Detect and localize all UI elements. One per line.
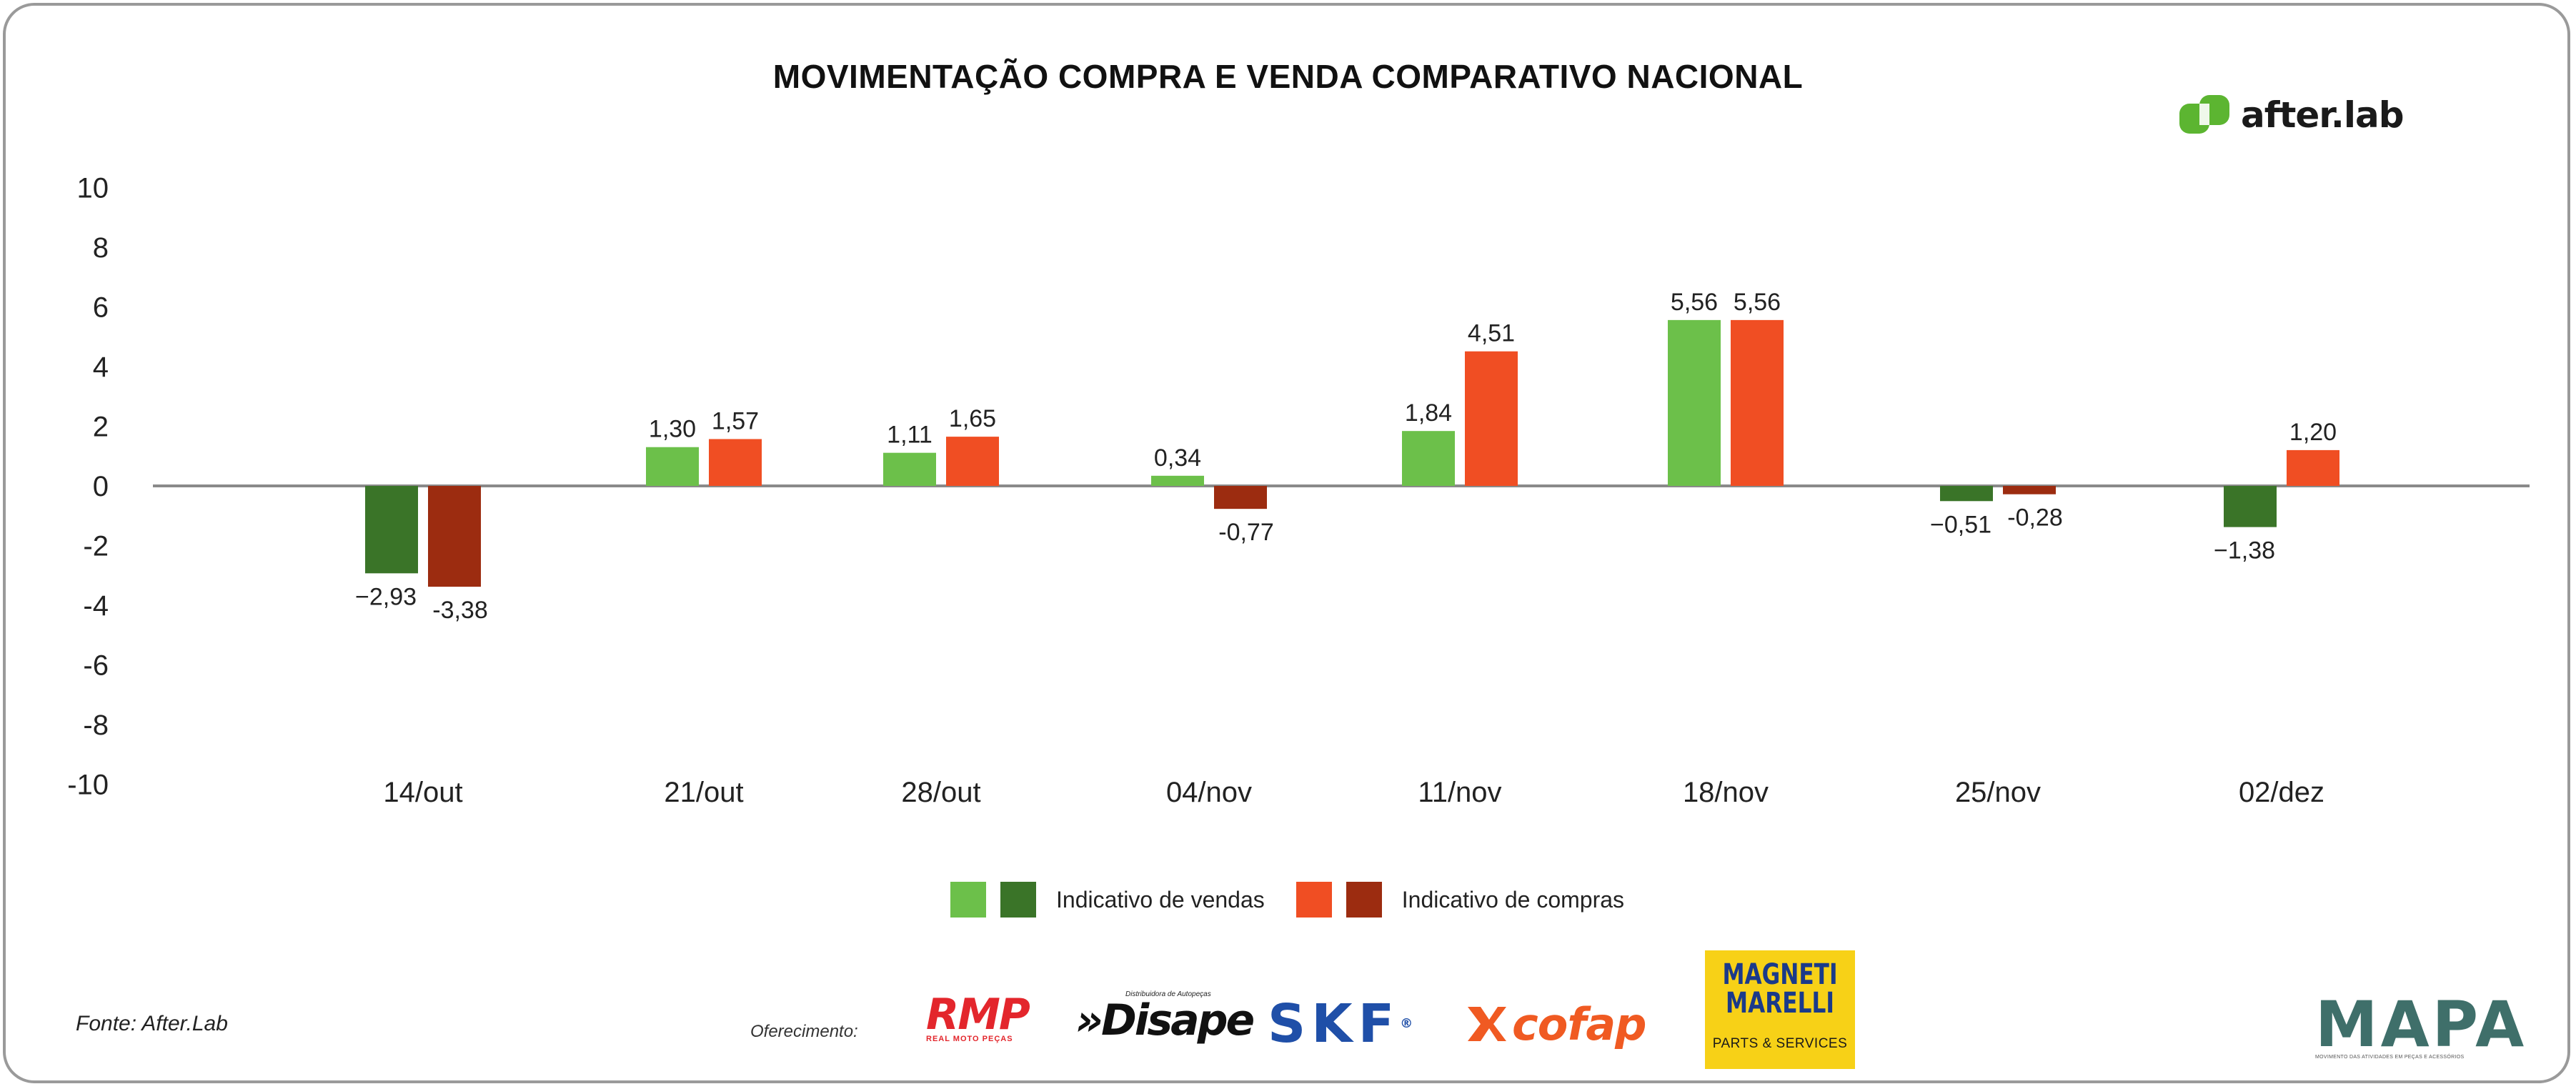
legend-label-compras: Indicativo de compras (1401, 886, 1625, 913)
legend-swatch-vendas-negative (1000, 882, 1036, 918)
value-label-vendas-02/dez: −1,38 (2214, 537, 2275, 565)
disape-tagline: Distribuidora de Autopeças (1125, 990, 1211, 998)
y-tick-label: 2 (93, 412, 109, 443)
rmp-tagline: REAL MOTO PEÇAS (926, 1035, 1013, 1043)
bar-vendas-18/nov (1668, 319, 1721, 486)
y-axis: 10 8 6 4 2 0 -2 -4 -6 -8 -10 (67, 173, 109, 801)
bar-compras-02/dez (2287, 449, 2339, 486)
bar-compras-21/out (709, 439, 762, 486)
bar-vendas-11/nov (1402, 431, 1455, 486)
value-label-compras-18/nov: 5,56 (1734, 289, 1781, 316)
sponsor-rmp-logo: RMP REAL MOTO PEÇAS (926, 990, 1055, 1048)
value-label-vendas-04/nov: 0,34 (1154, 444, 1201, 472)
x-tick-label: 21/out (664, 777, 743, 808)
x-axis: 14/out 21/out 28/out 04/nov 11/nov 18/nov 25/n… (383, 777, 2324, 808)
bars-group (365, 319, 2339, 587)
cofap-x-icon (1468, 1007, 1506, 1041)
skf-wordmark: SKF (1268, 993, 1401, 1055)
value-label-compras-14/out: -3,38 (432, 597, 488, 624)
bar-compras-28/out (946, 437, 999, 486)
y-tick-label: 8 (93, 232, 109, 264)
value-label-compras-11/nov: 4,51 (1468, 320, 1515, 347)
mapa-wordmark: MAPA (2315, 988, 2527, 1061)
chart-title: MOVIMENTAÇÃO COMPRA E VENDA COMPARATIVO … (772, 58, 1804, 95)
bar-vendas-21/out (646, 447, 699, 486)
bar-vendas-04/nov (1151, 475, 1204, 486)
magneti-line-1: MAGNETI (1722, 958, 1838, 991)
sponsor-cofap-logo: cofap (1465, 998, 1679, 1050)
legend-swatch-compras-positive (1296, 882, 1332, 918)
rmp-wordmark: RMP (926, 990, 1030, 1040)
bar-compras-25/nov (2003, 486, 2056, 494)
bar-vendas-14/out (365, 486, 418, 574)
x-tick-label: 04/nov (1166, 777, 1252, 808)
y-tick-label: -4 (83, 590, 109, 622)
y-tick-label: -6 (83, 650, 109, 682)
value-label-vendas-25/nov: −0,51 (1930, 511, 1991, 538)
bar-compras-04/nov (1214, 486, 1267, 509)
afterlab-wordmark: after.lab (2241, 94, 2404, 136)
x-tick-label: 02/dez (2239, 777, 2324, 808)
sponsor-mapa-logo: MAPA MOVIMENTO DAS ATIVIDADES EM PEÇAS E… (2315, 988, 2527, 1066)
sponsor-magneti-marelli-logo: MAGNETI MARELLI PARTS & SERVICES (1705, 950, 1855, 1069)
bar-compras-14/out (428, 486, 481, 587)
disape-wordmark: »Disape (1075, 995, 1255, 1045)
sponsor-caption: Oferecimento: (750, 1022, 858, 1041)
magneti-marelli-wordmark: MAGNETI MARELLI (1721, 960, 1839, 1018)
value-label-vendas-14/out: −2,93 (355, 583, 417, 610)
x-tick-label: 18/nov (1683, 777, 1769, 808)
legend-swatch-compras-negative (1346, 882, 1382, 918)
bar-vendas-28/out (883, 452, 936, 486)
y-tick-label: 10 (77, 173, 109, 204)
x-tick-label: 14/out (383, 777, 462, 808)
sponsor-skf-logo: SKF® (1268, 998, 1453, 1050)
value-label-compras-02/dez: 1,20 (2289, 419, 2337, 446)
magneti-tagline: PARTS & SERVICES (1712, 1036, 1848, 1051)
mapa-tagline: MOVIMENTO DAS ATIVIDADES EM PEÇAS E ACES… (2315, 1055, 2465, 1060)
legend: Indicativo de vendas Indicativo de compr… (950, 882, 1656, 918)
magneti-line-2: MARELLI (1726, 987, 1834, 1020)
value-label-vendas-18/nov: 5,56 (1671, 289, 1718, 316)
value-label-vendas-28/out: 1,11 (887, 422, 933, 449)
y-tick-label: 4 (93, 352, 109, 383)
afterlab-mark-icon (2179, 95, 2229, 134)
bar-vendas-02/dez (2224, 486, 2277, 527)
x-tick-label: 11/nov (1418, 777, 1501, 808)
legend-swatch-vendas-positive (950, 882, 986, 918)
y-tick-label: 6 (93, 292, 109, 324)
x-tick-label: 28/out (901, 777, 980, 808)
bar-compras-11/nov (1465, 351, 1518, 486)
y-tick-label: -2 (83, 531, 109, 562)
bar-compras-18/nov (1731, 319, 1784, 486)
y-tick-label: -10 (67, 770, 109, 801)
afterlab-logo: after.lab (2178, 90, 2404, 140)
y-tick-label: 0 (93, 471, 109, 502)
value-label-compras-25/nov: -0,28 (2007, 504, 2063, 532)
sponsor-disape-logo: Distribuidora de Autopeças »Disape (1075, 990, 1255, 1048)
value-label-vendas-21/out: 1,30 (649, 416, 696, 443)
y-tick-label: -8 (83, 710, 109, 741)
skf-registered-mark: ® (1400, 1016, 1413, 1031)
value-label-compras-04/nov: -0,77 (1218, 519, 1274, 546)
legend-label-vendas: Indicativo de vendas (1056, 886, 1265, 913)
value-label-compras-28/out: 1,65 (949, 405, 996, 432)
bar-vendas-25/nov (1940, 486, 1993, 502)
cofap-wordmark: cofap (1512, 998, 1647, 1050)
value-label-compras-21/out: 1,57 (712, 407, 759, 434)
value-labels-group: −2,93 1,30 1,11 0,34 1,84 5,56 −0,51 −1,38 -3,38… (355, 289, 2337, 624)
x-tick-label: 25/nov (1955, 777, 2041, 808)
value-label-vendas-11/nov: 1,84 (1405, 399, 1452, 427)
source-note: Fonte: After.Lab (76, 1012, 228, 1035)
